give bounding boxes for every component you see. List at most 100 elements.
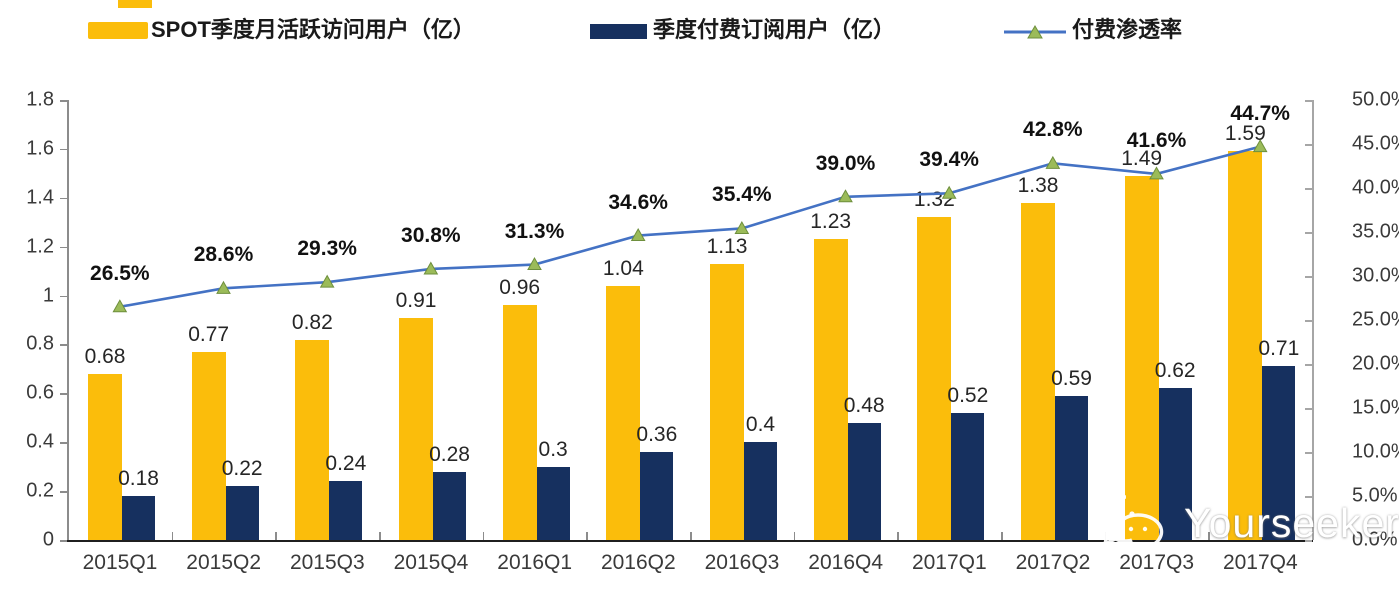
bar-subs [951,412,985,540]
y-left-tick-label: 1.4 [26,186,54,209]
y-right-tick-label: 15.0% [1352,396,1399,419]
y-right-tick-label: 50.0% [1352,88,1399,111]
bar-subs [1262,366,1296,540]
left-axis-line [67,100,69,540]
x-axis-label: 2016Q1 [497,551,573,574]
y-left-tick-label: 0 [42,528,54,551]
penetration-marker-icon [112,299,128,313]
penetration-label: 39.4% [919,148,979,172]
mau-value-label: 1.59 [1224,122,1266,146]
bar-mau [295,339,330,540]
y-right-tick-label: 35.0% [1352,220,1399,243]
penetration-marker-icon [630,228,646,242]
x-axis-label: 2017Q2 [1015,551,1091,574]
y-right-tick [1305,320,1312,322]
bar-mau [813,239,848,540]
y-right-tick-label: 40.0% [1352,176,1399,199]
bar-mau [502,305,537,540]
y-right-tick [1305,188,1312,190]
y-left-tick [60,442,67,444]
y-right-tick-label: 25.0% [1352,308,1399,331]
mau-legend-swatch[interactable] [88,22,148,39]
penetration-marker-icon [838,189,853,203]
y-right-tick [1305,144,1312,146]
penetration-marker-icon [1045,155,1061,169]
x-axis-label: 2016Q2 [600,551,676,574]
mau-value-label: 1.23 [810,210,852,234]
penetration-label: 42.8% [1023,118,1083,142]
x-axis-label: 2015Q3 [289,551,365,574]
penetration-marker-icon [216,280,231,294]
bottom-axis-line [67,540,1313,542]
penetration-label: 26.5% [90,261,150,285]
bar-subs [744,442,777,540]
penetration-marker-icon [423,261,439,275]
subs-value-label: 0.28 [429,442,470,466]
x-axis-label: 2017Q1 [911,551,987,574]
x-axis-tick [379,532,381,540]
penetration-label: 29.3% [297,237,357,261]
cropped-artifact [118,0,152,8]
y-left-tick-label: 1 [42,284,54,307]
y-right-tick-label: 0.0% [1352,528,1398,551]
y-left-tick [60,295,67,298]
x-axis-label: 2016Q3 [704,551,780,574]
y-left-tick-label: 0.2 [26,479,54,502]
subs-value-label: 0.22 [221,457,263,481]
x-axis-tick [690,532,692,540]
x-axis-tick [275,532,277,540]
x-axis-tick [793,532,796,540]
watermark-text: Yourseeker [1184,499,1399,546]
y-right-tick [1305,452,1312,454]
subs-value-label: 0.24 [325,452,367,476]
penetration-marker-icon [319,274,335,288]
y-left-tick-label: 1.8 [26,88,54,111]
x-axis-tick [1208,532,1210,540]
penetration-label: 41.6% [1126,128,1187,152]
y-right-tick [1305,232,1312,234]
y-left-tick [60,491,67,493]
subs-legend-label[interactable]: 季度付费订阅用户（亿） [653,17,896,42]
right-axis-line [1312,100,1314,540]
penetration-marker-icon [527,257,542,271]
y-left-tick [60,540,67,542]
bar-mau [1021,202,1055,540]
penetration-label: 31.3% [504,219,565,243]
bar-subs [1055,395,1088,540]
x-axis-label: 2016Q4 [808,551,884,574]
x-axis-tick [586,532,588,540]
y-left-tick-label: 1.2 [26,235,54,258]
y-left-tick [60,246,67,249]
penetration-label: 39.0% [815,151,876,175]
mau-value-label: 0.82 [291,310,333,334]
y-left-tick-label: 0.4 [26,430,54,453]
penetration-label: 35.4% [712,183,772,207]
mau-legend-label[interactable]: SPOT季度月活跃访问用户（亿） [151,17,475,42]
watermark: Yourseeker [1092,492,1399,555]
bar-subs [1158,388,1192,540]
penetration-legend-swatch[interactable] [1004,24,1066,40]
penetration-legend-label[interactable]: 付费渗透率 [1072,17,1183,42]
y-right-tick-label: 45.0% [1352,132,1399,155]
penetration-label: 34.6% [608,190,668,214]
penetration-marker-icon [941,185,957,199]
subs-value-label: 0.62 [1154,359,1196,383]
x-axis-label: 2015Q4 [393,551,469,574]
subs-value-label: 0.48 [843,393,885,417]
penetration-marker-icon [1149,166,1164,180]
x-axis-label: 2015Q2 [186,551,262,574]
subs-legend-swatch[interactable] [590,24,647,39]
y-left-tick [60,344,67,346]
mau-value-label: 1.49 [1121,146,1163,170]
penetration-marker-icon [734,220,750,234]
x-axis-label: 2017Q4 [1222,551,1298,574]
penetration-marker-icon [1252,139,1268,153]
bar-mau [710,263,744,540]
x-axis-tick [482,532,485,540]
y-right-tick [1305,496,1312,498]
x-axis-tick [1001,532,1003,540]
bar-subs [329,481,363,540]
y-left-tick [60,148,67,151]
bar-mau [399,317,433,540]
